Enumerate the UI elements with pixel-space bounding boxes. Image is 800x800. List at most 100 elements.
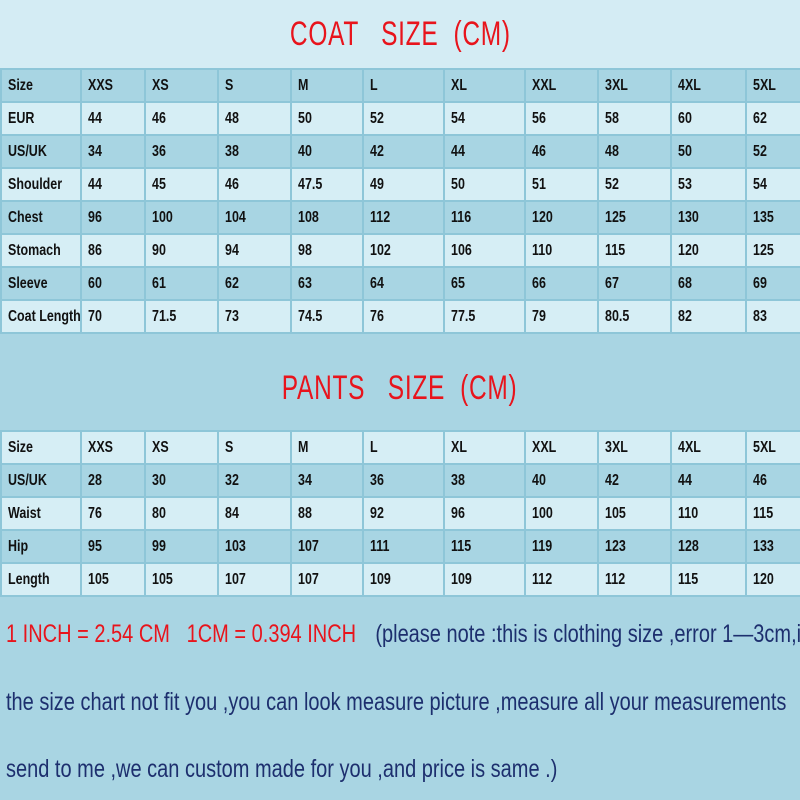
size-cell: 80.5 xyxy=(597,299,672,334)
size-cell: 38 xyxy=(443,463,526,498)
size-cell: 38 xyxy=(217,134,292,169)
table-row: Hip 95 99 103 107 111 115 119 123 128 133 xyxy=(0,529,800,564)
coat-title-band xyxy=(0,0,800,68)
size-cell: 47.5 xyxy=(290,167,364,202)
table-row: Stomach 86 90 94 98 102 106 110 115 120 125 xyxy=(0,233,800,268)
size-cell: 107 xyxy=(290,529,364,564)
size-cell: 42 xyxy=(597,463,672,498)
size-cell: 83 xyxy=(745,299,800,334)
size-cell: 76 xyxy=(362,299,445,334)
size-cell: 119 xyxy=(524,529,599,564)
size-cell: 112 xyxy=(362,200,445,235)
size-cell: 50 xyxy=(670,134,747,169)
size-cell: 115 xyxy=(745,496,800,531)
size-cell: 88 xyxy=(290,496,364,531)
size-cell: XXL xyxy=(524,68,599,103)
unit-conversion: 1 INCH = 2.54 CM 1CM = 0.394 INCH xyxy=(6,620,357,648)
size-cell: 109 xyxy=(443,562,526,597)
size-cell: 58 xyxy=(597,101,672,136)
size-cell: 94 xyxy=(217,233,292,268)
size-cell: S xyxy=(217,430,292,465)
note-line-2: the size chart not fit you ,you can look… xyxy=(6,688,787,716)
size-cell: 96 xyxy=(443,496,526,531)
size-cell: 46 xyxy=(745,463,800,498)
row-label: Size xyxy=(0,430,82,465)
size-cell: 28 xyxy=(80,463,146,498)
size-cell: 54 xyxy=(745,167,800,202)
size-cell: 52 xyxy=(362,101,445,136)
size-cell: 110 xyxy=(670,496,747,531)
row-label: Waist xyxy=(0,496,82,531)
size-cell: 40 xyxy=(524,463,599,498)
size-cell: 105 xyxy=(597,496,672,531)
header-row: Size XXS XS S M L XL XXL 3XL 4XL 5XL xyxy=(0,430,800,465)
size-cell: XXS xyxy=(80,430,146,465)
size-cell: 120 xyxy=(745,562,800,597)
size-cell: 65 xyxy=(443,266,526,301)
size-cell: 44 xyxy=(80,167,146,202)
size-cell: 46 xyxy=(217,167,292,202)
row-label: US/UK xyxy=(0,463,82,498)
size-cell: 76 xyxy=(80,496,146,531)
size-cell: 110 xyxy=(524,233,599,268)
size-cell: 112 xyxy=(597,562,672,597)
size-cell: 53 xyxy=(670,167,747,202)
size-cell: 107 xyxy=(217,562,292,597)
table-row: Chest 96 100 104 108 112 116 120 125 130 135 xyxy=(0,200,800,235)
size-cell: XL xyxy=(443,68,526,103)
size-cell: XL xyxy=(443,430,526,465)
size-cell: 4XL xyxy=(670,68,747,103)
size-cell: 73 xyxy=(217,299,292,334)
size-cell: 63 xyxy=(290,266,364,301)
size-cell: 96 xyxy=(80,200,146,235)
row-label: US/UK xyxy=(0,134,82,169)
size-cell: 80 xyxy=(144,496,219,531)
table-row: EUR 44 46 48 50 52 54 56 58 60 62 xyxy=(0,101,800,136)
coat-size-title: COAT SIZE (CM) xyxy=(289,14,511,53)
size-cell: 40 xyxy=(290,134,364,169)
table-row: Shoulder 44 45 46 47.5 49 50 51 52 53 54 xyxy=(0,167,800,202)
size-cell: 86 xyxy=(80,233,146,268)
size-cell: 125 xyxy=(597,200,672,235)
size-cell: 107 xyxy=(290,562,364,597)
size-cell: 44 xyxy=(443,134,526,169)
size-cell: XXL xyxy=(524,430,599,465)
size-cell: 125 xyxy=(745,233,800,268)
table-row: Coat Length 70 71.5 73 74.5 76 77.5 79 80.5 82 83 xyxy=(0,299,800,334)
note-line-3: send to me ,we can custom made for you ,… xyxy=(6,755,558,783)
size-cell: 103 xyxy=(217,529,292,564)
size-cell: 5XL xyxy=(745,68,800,103)
size-cell: 49 xyxy=(362,167,445,202)
pants-size-title: PANTS SIZE (CM) xyxy=(282,368,518,407)
size-cell: 115 xyxy=(670,562,747,597)
size-cell: 116 xyxy=(443,200,526,235)
size-cell: 60 xyxy=(670,101,747,136)
size-cell: 52 xyxy=(597,167,672,202)
size-cell: 71.5 xyxy=(144,299,219,334)
size-cell: 108 xyxy=(290,200,364,235)
size-cell: 84 xyxy=(217,496,292,531)
size-cell: 60 xyxy=(80,266,146,301)
size-cell: 77.5 xyxy=(443,299,526,334)
table-row: US/UK 34 36 38 40 42 44 46 48 50 52 xyxy=(0,134,800,169)
header-row: Size XXS XS S M L XL XXL 3XL 4XL 5XL xyxy=(0,68,800,103)
size-cell: 115 xyxy=(597,233,672,268)
row-label: Sleeve xyxy=(0,266,82,301)
size-cell: 42 xyxy=(362,134,445,169)
note-line-1: 1 INCH = 2.54 CM 1CM = 0.394 INCH (please… xyxy=(6,620,800,648)
size-cell: 104 xyxy=(217,200,292,235)
row-label: Chest xyxy=(0,200,82,235)
size-cell: 34 xyxy=(80,134,146,169)
size-cell: 79 xyxy=(524,299,599,334)
size-cell: 100 xyxy=(144,200,219,235)
size-cell: 98 xyxy=(290,233,364,268)
size-cell: 44 xyxy=(80,101,146,136)
size-cell: 50 xyxy=(290,101,364,136)
coat-size-table: Size XXS XS S M L XL XXL 3XL 4XL 5XL EUR 44 46 48 50 52 5… xyxy=(0,68,800,334)
size-cell: 48 xyxy=(217,101,292,136)
pants-size-table: Size XXS XS S M L XL XXL 3XL 4XL 5XL US/UK 28 30 32 34 3… xyxy=(0,430,800,597)
size-cell: 74.5 xyxy=(290,299,364,334)
table-row: Length 105 105 107 107 109 109 112 112 115 120 xyxy=(0,562,800,597)
size-cell: 46 xyxy=(144,101,219,136)
size-cell: 82 xyxy=(670,299,747,334)
